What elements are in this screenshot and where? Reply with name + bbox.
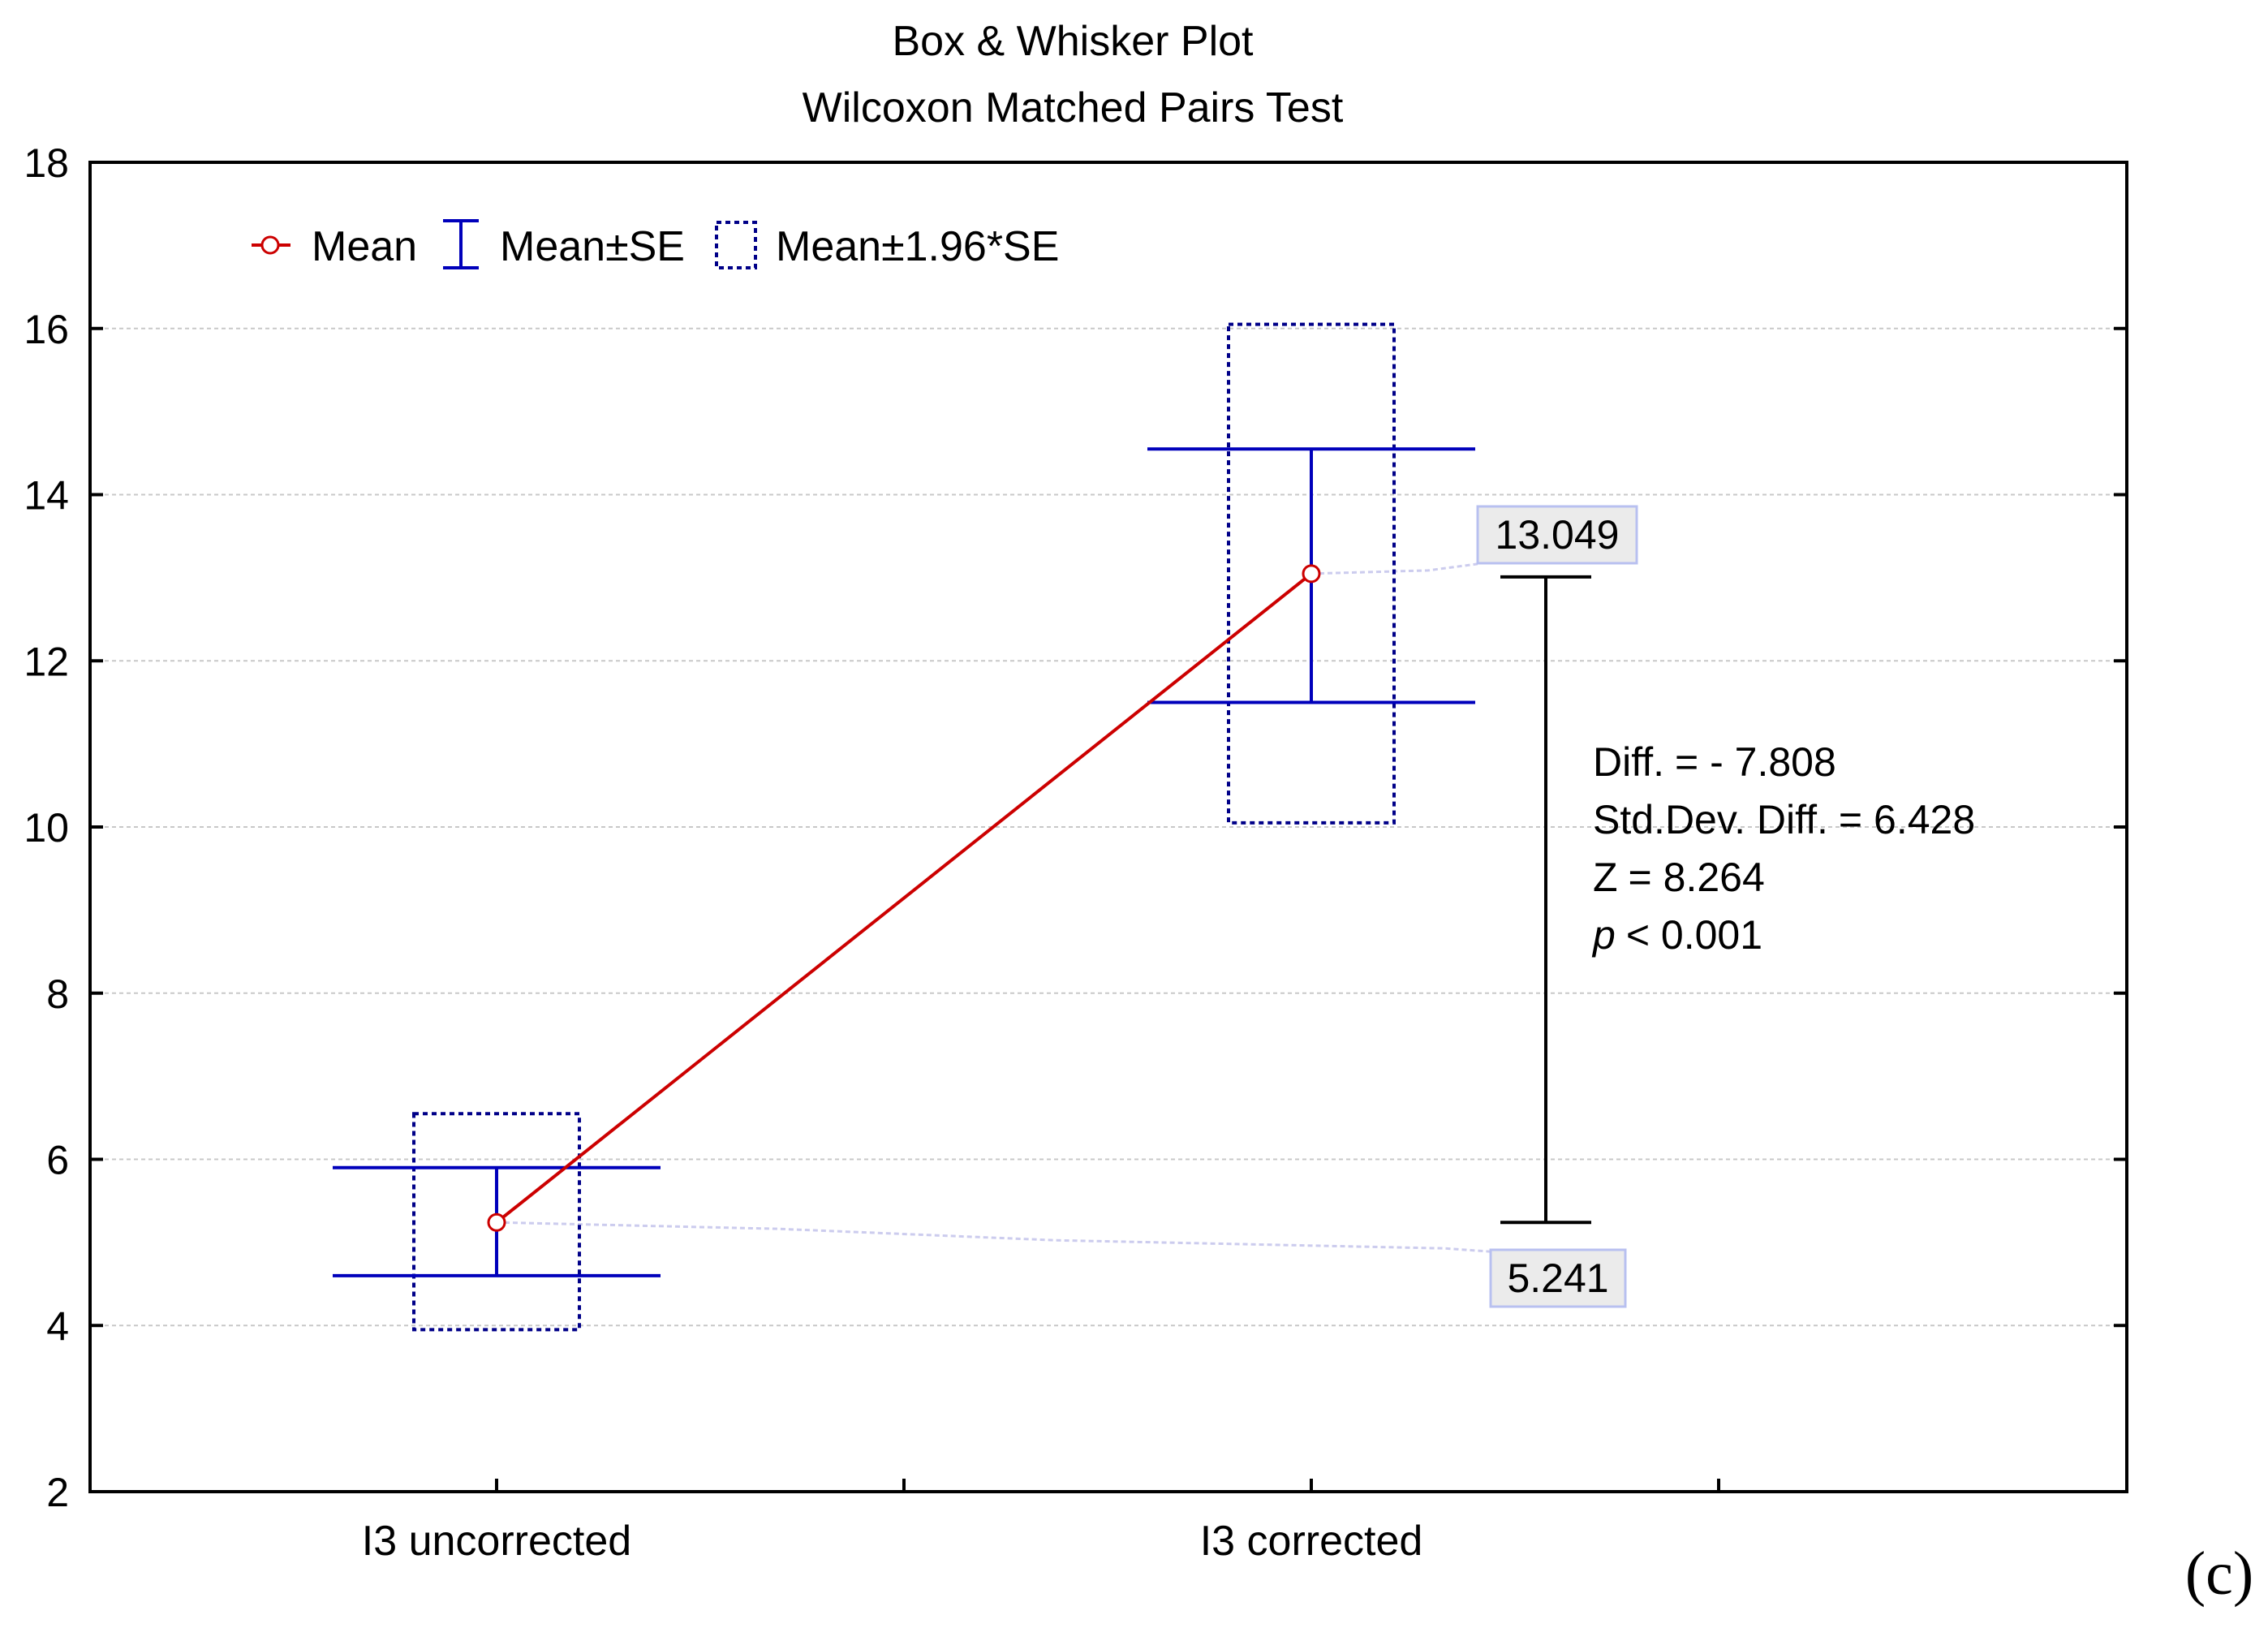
y-tick-label: 8 bbox=[46, 971, 69, 1017]
x-axis: I3 uncorrected I3 corrected bbox=[362, 1479, 1720, 1565]
stat-sd-label: Std.Dev. Diff. bbox=[1593, 797, 1828, 842]
mean-line bbox=[495, 572, 1313, 1224]
stat-sd-value: = 6.428 bbox=[1839, 797, 1975, 842]
stat-diff: Diff. = - 7.808 bbox=[1593, 739, 1836, 785]
value-connectors bbox=[496, 562, 1491, 1253]
y-tick-label: 6 bbox=[46, 1138, 69, 1183]
panel-label: (c) bbox=[2185, 1540, 2253, 1608]
y-tick-label: 14 bbox=[24, 473, 69, 519]
x-tick-label: I3 corrected bbox=[1200, 1518, 1423, 1565]
legend-mean-marker bbox=[260, 235, 280, 255]
stat-diff-label: Diff. bbox=[1593, 739, 1664, 785]
y-tick-label: 12 bbox=[24, 639, 69, 684]
y-tick-label: 2 bbox=[46, 1470, 69, 1515]
ci-box bbox=[412, 1112, 581, 1332]
mean-series bbox=[487, 564, 1321, 1232]
stat-p: p < 0.001 bbox=[1591, 912, 1762, 958]
y-axis: 2 4 6 8 10 12 14 16 18 bbox=[24, 140, 2127, 1515]
value-label-box-corrected bbox=[1476, 505, 1638, 565]
ci-box bbox=[1227, 322, 1396, 825]
stat-z: Z = 8.264 bbox=[1593, 855, 1765, 900]
connector-corrected bbox=[1310, 562, 1478, 575]
value-label-corrected: 13.049 bbox=[1496, 512, 1620, 558]
value-label-box-uncorrected bbox=[1489, 1248, 1627, 1308]
legend: Mean Mean±SE Mean±1.96*SE bbox=[252, 219, 1059, 270]
y-tick-label: 10 bbox=[24, 805, 69, 851]
stat-p-value: < 0.001 bbox=[1626, 912, 1762, 958]
ci-boxes bbox=[412, 322, 1396, 1332]
x-tick-label: I3 uncorrected bbox=[362, 1518, 631, 1565]
chart-subtitle: Wilcoxon Matched Pairs Test bbox=[803, 84, 1344, 131]
value-label-uncorrected: 5.241 bbox=[1507, 1255, 1608, 1301]
stat-z-value: = 8.264 bbox=[1629, 855, 1765, 900]
test-statistics: Diff. = - 7.808 Std.Dev. Diff. = 6.428 Z = … bbox=[1591, 739, 1975, 958]
y-tick-label: 18 bbox=[24, 140, 69, 186]
chart-title: Box & Whisker Plot bbox=[892, 18, 1254, 65]
stat-std-dev: Std.Dev. Diff. = 6.428 bbox=[1593, 797, 1975, 842]
legend-ci-label: Mean±1.96*SE bbox=[776, 223, 1059, 270]
stat-z-label: Z bbox=[1593, 855, 1618, 900]
value-labels: 13.049 5.241 bbox=[1476, 505, 1638, 1308]
grid-lines bbox=[90, 327, 2127, 1327]
legend-mean-label: Mean bbox=[312, 223, 417, 270]
legend-ci-box bbox=[715, 221, 757, 269]
y-tick-label: 4 bbox=[46, 1303, 69, 1349]
difference-bracket bbox=[1500, 575, 1591, 1225]
mean-marker bbox=[487, 1212, 506, 1232]
stat-p-label: p bbox=[1591, 912, 1616, 958]
stat-diff-value: = - 7.808 bbox=[1675, 739, 1836, 785]
y-tick-label: 16 bbox=[24, 307, 69, 352]
mean-marker bbox=[1302, 564, 1321, 584]
legend-se-label: Mean±SE bbox=[500, 223, 685, 270]
connector-uncorrected bbox=[496, 1221, 1491, 1253]
